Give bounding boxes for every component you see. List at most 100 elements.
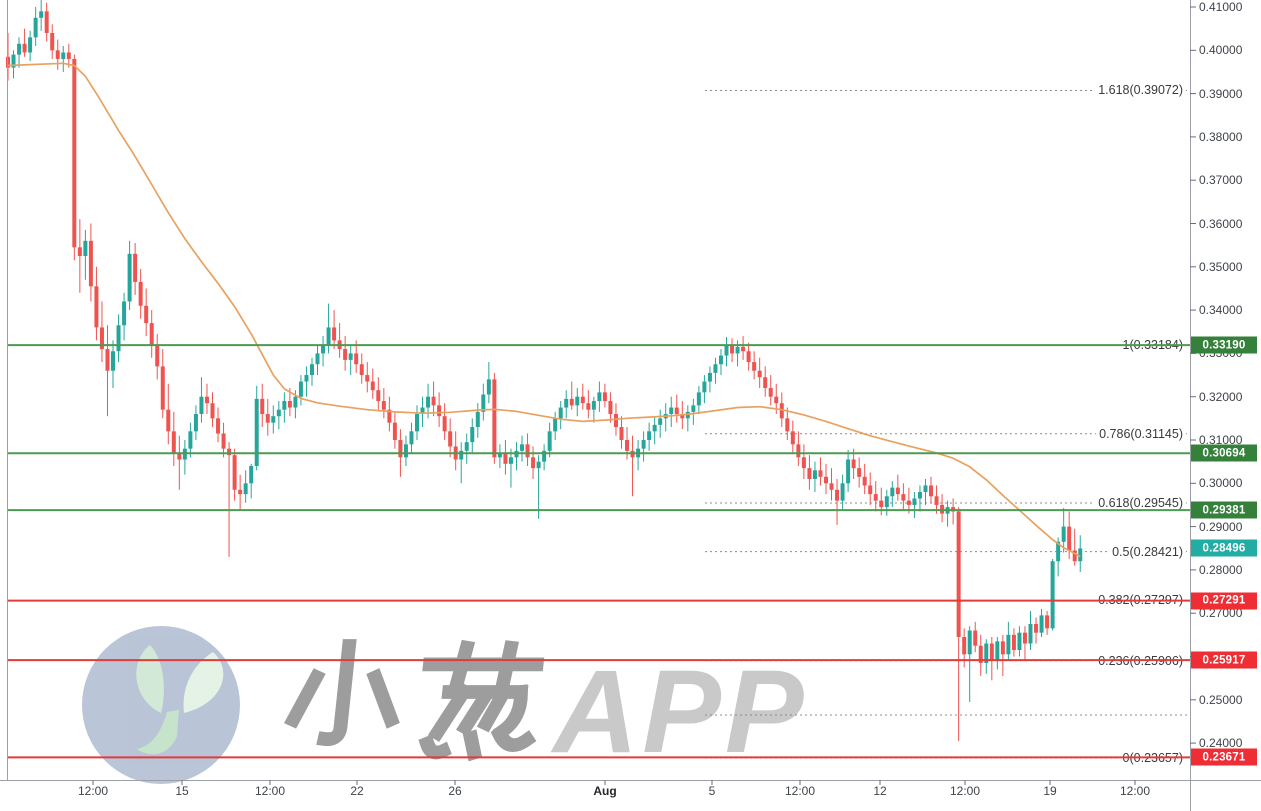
candle-up	[249, 465, 254, 484]
candle-down	[77, 247, 82, 256]
candle-down	[851, 459, 856, 469]
candle-up	[718, 355, 723, 365]
candle-down	[1011, 634, 1016, 651]
price-axis-label: 0.30000	[1199, 476, 1243, 491]
candle-down	[956, 511, 961, 638]
candle-down	[376, 390, 381, 402]
candle-up	[508, 457, 513, 464]
candle-down	[55, 50, 60, 59]
candle-up	[840, 483, 845, 501]
candle-up	[420, 407, 425, 415]
price-axis-label: 0.35000	[1199, 259, 1243, 274]
candle-up	[1061, 526, 1066, 542]
candle-down	[602, 392, 607, 402]
candle-down	[674, 407, 679, 415]
candle-up	[1028, 624, 1033, 644]
candle-up	[713, 364, 718, 373]
time-axis-label: 26	[448, 784, 462, 798]
candle-up	[271, 416, 276, 423]
fib-level-label: 0.786(0.31145)	[1096, 426, 1186, 441]
candle-down	[962, 637, 967, 655]
candle-down	[978, 645, 983, 663]
candle-up	[558, 407, 563, 419]
candle-up	[520, 444, 525, 451]
candle-down	[72, 58, 77, 248]
candle-down	[818, 470, 823, 477]
candle-up	[542, 450, 547, 462]
candle-up	[309, 364, 314, 376]
candle-down	[569, 398, 574, 406]
candle-down	[829, 483, 834, 490]
candle-up	[326, 327, 331, 345]
candle-down	[1000, 641, 1005, 655]
candle-down	[138, 281, 143, 306]
candle-down	[343, 349, 348, 360]
candle-down	[149, 323, 154, 345]
support-price-badge: 0.30694	[1191, 444, 1257, 462]
price-axis-label: 0.29000	[1199, 519, 1243, 534]
candle-down	[873, 494, 878, 501]
candle-down	[160, 366, 165, 410]
time-axis-label: 12:00	[949, 784, 981, 798]
time-axis-label: 22	[350, 784, 364, 798]
candle-down	[44, 11, 49, 33]
price-axis-label: 0.32000	[1199, 389, 1243, 404]
fib-level-label: 1.618(0.39072)	[1095, 83, 1186, 98]
candle-up	[735, 346, 740, 354]
candle-down	[823, 476, 828, 484]
time-axis-label: 5	[708, 784, 716, 798]
candle-down	[204, 396, 209, 404]
candle-down	[387, 409, 392, 423]
time-axis-label: 19	[1043, 784, 1057, 798]
candle-down	[492, 379, 497, 458]
resistance-price-badge: 0.27291	[1191, 592, 1257, 610]
candle-up	[984, 643, 989, 663]
candle-down	[973, 630, 978, 646]
candle-up	[276, 409, 281, 417]
fib-level-label: 0.5(0.28421)	[1109, 544, 1186, 559]
candle-down	[221, 433, 226, 449]
candle-up	[702, 381, 707, 393]
candle-up	[724, 344, 729, 356]
candles-layer[interactable]	[6, 0, 1083, 741]
candle-up	[33, 17, 38, 38]
candle-up	[348, 353, 353, 360]
price-axis-label: 0.38000	[1199, 129, 1243, 144]
time-axis-label: 15	[175, 784, 189, 798]
candle-down	[619, 427, 624, 440]
candle-up	[403, 444, 408, 458]
candle-down	[901, 494, 906, 501]
candle-up	[967, 630, 972, 655]
time-axis-label: 12:00	[784, 784, 816, 798]
candle-down	[227, 448, 232, 456]
watermark-sprout-right-leaf	[183, 652, 224, 713]
candle-down	[906, 500, 911, 505]
candle-down	[531, 457, 536, 469]
candle-down	[133, 253, 138, 282]
price-axis-label: 0.37000	[1199, 173, 1243, 188]
candle-down	[741, 346, 746, 352]
price-axis-label: 0.28000	[1199, 562, 1243, 577]
moving-average-line[interactable]	[7, 62, 1081, 558]
candle-up	[11, 54, 16, 68]
candle-up	[1078, 548, 1083, 562]
candle-down	[580, 396, 585, 404]
candle-down	[144, 305, 149, 324]
candle-down	[66, 52, 71, 59]
candle-up	[111, 351, 116, 371]
candle-down	[431, 396, 436, 406]
candle-up	[707, 372, 712, 382]
watermark-app-text: APP	[550, 646, 808, 778]
candle-down	[862, 476, 867, 486]
candle-up	[17, 43, 22, 55]
candle-down	[177, 452, 182, 460]
candle-up	[243, 483, 248, 495]
candle-up	[39, 11, 44, 18]
candle-up	[564, 398, 569, 408]
candle-down	[94, 286, 99, 328]
time-axis-label: Aug	[593, 784, 617, 798]
price-axis-label: 0.41000	[1199, 0, 1243, 14]
candle-down	[442, 416, 447, 432]
